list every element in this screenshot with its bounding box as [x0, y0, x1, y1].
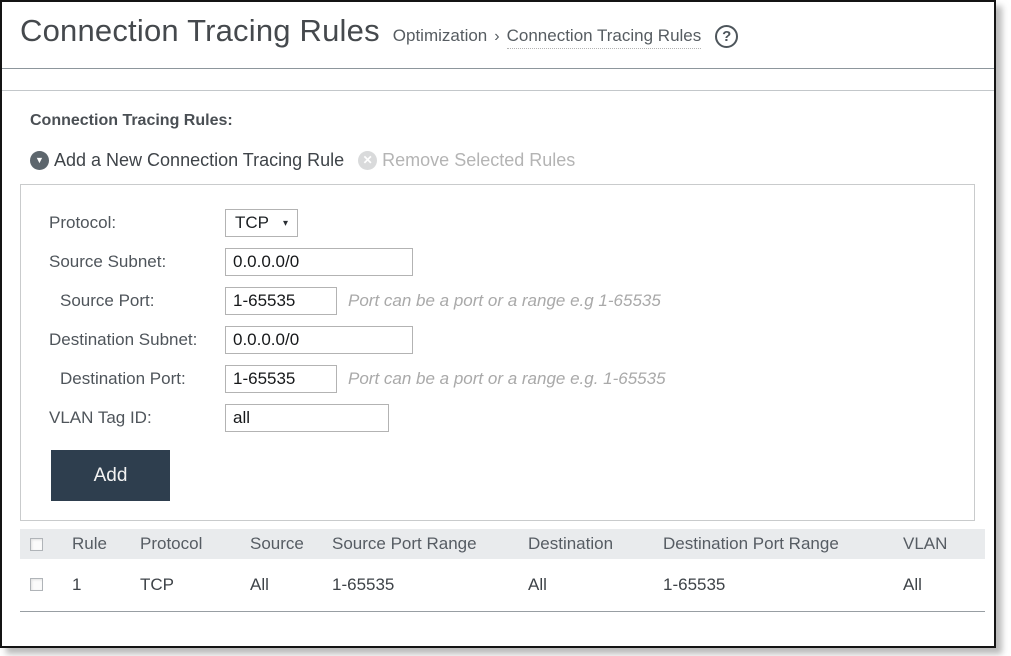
cell-destination: All	[528, 574, 547, 594]
destination-port-hint: Port can be a port or a range e.g. 1-655…	[348, 369, 666, 388]
destination-port-input[interactable]	[225, 365, 337, 393]
source-subnet-row: Source Subnet:	[21, 248, 974, 276]
select-all-cell	[20, 529, 72, 559]
dropdown-arrow-icon: ▾	[283, 217, 289, 229]
destination-port-label: Destination Port:	[60, 369, 186, 388]
destination-subnet-row: Destination Subnet:	[21, 326, 974, 354]
breadcrumb: Optimization › Connection Tracing Rules	[392, 26, 702, 49]
vlan-tag-label: VLAN Tag ID:	[49, 408, 152, 427]
main-content: Connection Tracing Rules: ▼ Add a New Co…	[2, 111, 994, 612]
cell-rule: 1	[72, 574, 82, 594]
page-header: Connection Tracing Rules Optimization › …	[2, 2, 994, 68]
source-port-hint: Port can be a port or a range e.g 1-6553…	[348, 291, 661, 310]
source-port-label: Source Port:	[60, 291, 155, 310]
menu-band	[2, 68, 994, 91]
cell-destination-port-range: 1-65535	[663, 574, 726, 594]
rules-table: Rule Protocol Source Source Port Range D…	[20, 529, 985, 612]
column-header-destination: Destination	[528, 534, 614, 553]
row-select-cell	[20, 559, 72, 611]
source-port-row: Source Port: Port can be a port or a ran…	[21, 287, 974, 315]
breadcrumb-separator-icon: ›	[494, 28, 500, 45]
row-checkbox[interactable]	[30, 578, 43, 592]
column-header-rule: Rule	[72, 534, 107, 553]
breadcrumb-current[interactable]: Connection Tracing Rules	[506, 26, 702, 49]
remove-selected-rules-label: Remove Selected Rules	[382, 149, 576, 170]
protocol-label: Protocol:	[49, 213, 117, 232]
vlan-tag-row: VLAN Tag ID:	[21, 404, 974, 432]
column-header-destination-port-range: Destination Port Range	[663, 534, 839, 553]
add-new-rule-label: Add a New Connection Tracing Rule	[54, 149, 345, 170]
x-circle-icon: ✕	[358, 150, 378, 170]
protocol-select[interactable]: TCP ▾	[225, 209, 299, 237]
add-new-rule-link[interactable]: ▼ Add a New Connection Tracing Rule	[30, 150, 344, 171]
cell-protocol: TCP	[140, 574, 174, 594]
column-header-protocol: Protocol	[140, 534, 203, 553]
cell-source-port-range: 1-65535	[332, 574, 395, 594]
page-title: Connection Tracing Rules	[20, 13, 380, 48]
breadcrumb-section: Optimization	[392, 26, 488, 45]
destination-subnet-label: Destination Subnet:	[49, 330, 198, 349]
cell-source: All	[250, 574, 269, 594]
actions-row: ▼ Add a New Connection Tracing Rule ✕ Re…	[30, 149, 994, 171]
vlan-tag-input[interactable]	[225, 404, 389, 432]
add-button[interactable]: Add	[51, 450, 170, 501]
destination-subnet-input[interactable]	[225, 326, 413, 354]
source-subnet-input[interactable]	[225, 248, 413, 276]
app-window: Connection Tracing Rules Optimization › …	[0, 0, 996, 648]
protocol-row: Protocol: TCP ▾	[21, 209, 974, 237]
section-heading: Connection Tracing Rules:	[30, 112, 233, 129]
protocol-selected-value: TCP	[235, 213, 269, 232]
select-all-checkbox[interactable]	[30, 537, 43, 551]
table-row: 1 TCP All 1-65535 All 1-65535 All	[20, 559, 985, 611]
add-rule-form-panel: Protocol: TCP ▾ Source Subnet: Source Po…	[20, 184, 975, 521]
table-header-row: Rule Protocol Source Source Port Range D…	[20, 529, 985, 559]
source-subnet-label: Source Subnet:	[49, 252, 167, 271]
destination-port-row: Destination Port: Port can be a port or …	[21, 365, 974, 393]
source-port-input[interactable]	[225, 287, 337, 315]
column-header-vlan: VLAN	[903, 534, 948, 553]
column-header-source-port-range: Source Port Range	[332, 534, 477, 553]
help-icon[interactable]: ?	[715, 25, 739, 48]
remove-selected-rules-link[interactable]: ✕ Remove Selected Rules	[358, 150, 575, 171]
chevron-down-circle-icon: ▼	[30, 150, 49, 170]
cell-vlan: All	[903, 574, 922, 594]
column-header-source: Source	[250, 534, 304, 553]
